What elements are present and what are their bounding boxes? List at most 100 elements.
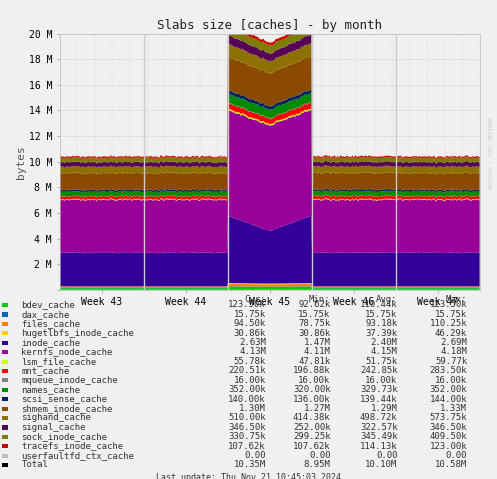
Text: 107.62k: 107.62k — [293, 442, 331, 451]
Bar — [2, 303, 8, 307]
Text: 93.18k: 93.18k — [365, 319, 398, 328]
Text: 15.75k: 15.75k — [365, 310, 398, 319]
Text: 123.50k: 123.50k — [429, 300, 467, 309]
Text: 10.10M: 10.10M — [365, 460, 398, 469]
Text: 107.62k: 107.62k — [228, 442, 266, 451]
Text: names_cache: names_cache — [21, 385, 81, 394]
Text: 352.00k: 352.00k — [429, 385, 467, 394]
Bar — [2, 350, 8, 354]
Text: 573.75k: 573.75k — [429, 413, 467, 422]
Text: 1.27M: 1.27M — [304, 404, 331, 413]
Text: 16.00k: 16.00k — [234, 376, 266, 385]
Bar — [2, 341, 8, 345]
Text: sighand_cache: sighand_cache — [21, 413, 91, 422]
Text: Cur:: Cur: — [245, 295, 266, 304]
Text: 78.75k: 78.75k — [298, 319, 331, 328]
Text: 110.44k: 110.44k — [360, 300, 398, 309]
Text: 1.30M: 1.30M — [239, 404, 266, 413]
Text: 196.88k: 196.88k — [293, 366, 331, 375]
Text: Total: Total — [21, 460, 48, 469]
Bar — [2, 312, 8, 317]
Text: signal_cache: signal_cache — [21, 423, 86, 432]
Text: 346.50k: 346.50k — [429, 423, 467, 432]
Text: 94.50k: 94.50k — [234, 319, 266, 328]
Text: files_cache: files_cache — [21, 319, 81, 328]
Text: bdev_cache: bdev_cache — [21, 300, 75, 309]
Text: 92.62k: 92.62k — [298, 300, 331, 309]
Text: 15.75k: 15.75k — [298, 310, 331, 319]
Bar — [2, 360, 8, 364]
Bar — [2, 444, 8, 448]
Bar — [2, 454, 8, 458]
Text: 2.40M: 2.40M — [371, 338, 398, 347]
Text: 4.18M: 4.18M — [440, 347, 467, 356]
Text: 498.72k: 498.72k — [360, 413, 398, 422]
Text: 252.00k: 252.00k — [293, 423, 331, 432]
Text: Last update: Thu Nov 21 10:45:03 2024: Last update: Thu Nov 21 10:45:03 2024 — [156, 473, 341, 479]
Text: 1.33M: 1.33M — [440, 404, 467, 413]
Text: kernfs_node_cache: kernfs_node_cache — [21, 347, 113, 356]
Text: 346.50k: 346.50k — [228, 423, 266, 432]
Text: 242.85k: 242.85k — [360, 366, 398, 375]
Text: 4.11M: 4.11M — [304, 347, 331, 356]
Text: 136.00k: 136.00k — [293, 395, 331, 403]
Text: 352.00k: 352.00k — [228, 385, 266, 394]
Text: 15.75k: 15.75k — [435, 310, 467, 319]
Bar — [2, 378, 8, 383]
Text: scsi_sense_cache: scsi_sense_cache — [21, 395, 107, 403]
Text: 114.13k: 114.13k — [360, 442, 398, 451]
Text: 30.86k: 30.86k — [234, 329, 266, 338]
Bar — [2, 425, 8, 430]
Text: 16.00k: 16.00k — [435, 376, 467, 385]
Text: 330.75k: 330.75k — [228, 432, 266, 441]
Text: 0.00: 0.00 — [309, 451, 331, 460]
Text: Min:: Min: — [309, 295, 331, 304]
Bar — [2, 369, 8, 373]
Text: 47.81k: 47.81k — [298, 357, 331, 366]
Text: dax_cache: dax_cache — [21, 310, 70, 319]
Text: 1.47M: 1.47M — [304, 338, 331, 347]
Text: 0.00: 0.00 — [376, 451, 398, 460]
Text: 144.00k: 144.00k — [429, 395, 467, 403]
Bar — [2, 463, 8, 467]
Text: 10.58M: 10.58M — [435, 460, 467, 469]
Bar — [2, 322, 8, 326]
Text: 0.00: 0.00 — [446, 451, 467, 460]
Text: 320.00k: 320.00k — [293, 385, 331, 394]
Bar — [2, 397, 8, 401]
Text: 16.00k: 16.00k — [365, 376, 398, 385]
Text: 2.63M: 2.63M — [239, 338, 266, 347]
Text: 55.78k: 55.78k — [234, 357, 266, 366]
Text: shmem_inode_cache: shmem_inode_cache — [21, 404, 113, 413]
Text: 4.13M: 4.13M — [239, 347, 266, 356]
Text: 37.39k: 37.39k — [365, 329, 398, 338]
Text: 59.77k: 59.77k — [435, 357, 467, 366]
Text: 4.15M: 4.15M — [371, 347, 398, 356]
Bar — [2, 388, 8, 392]
Text: 139.44k: 139.44k — [360, 395, 398, 403]
Text: 140.00k: 140.00k — [228, 395, 266, 403]
Text: Avg:: Avg: — [376, 295, 398, 304]
Text: 1.29M: 1.29M — [371, 404, 398, 413]
Y-axis label: bytes: bytes — [16, 145, 26, 179]
Text: 15.75k: 15.75k — [234, 310, 266, 319]
Bar — [2, 416, 8, 420]
Text: 110.25k: 110.25k — [429, 319, 467, 328]
Title: Slabs size [caches] - by month: Slabs size [caches] - by month — [157, 19, 382, 33]
Text: RRDTOOL / TOBI OETIKER: RRDTOOL / TOBI OETIKER — [488, 117, 493, 189]
Text: mnt_cache: mnt_cache — [21, 366, 70, 375]
Text: tracefs_inode_cache: tracefs_inode_cache — [21, 442, 123, 451]
Text: Max:: Max: — [446, 295, 467, 304]
Text: inode_cache: inode_cache — [21, 338, 81, 347]
Text: 51.75k: 51.75k — [365, 357, 398, 366]
Text: lsm_file_cache: lsm_file_cache — [21, 357, 96, 366]
Text: 283.50k: 283.50k — [429, 366, 467, 375]
Text: sock_inode_cache: sock_inode_cache — [21, 432, 107, 441]
Text: 30.86k: 30.86k — [298, 329, 331, 338]
Bar — [2, 435, 8, 439]
Text: 510.00k: 510.00k — [228, 413, 266, 422]
Text: 414.38k: 414.38k — [293, 413, 331, 422]
Text: 220.51k: 220.51k — [228, 366, 266, 375]
Text: 123.50k: 123.50k — [228, 300, 266, 309]
Text: 2.69M: 2.69M — [440, 338, 467, 347]
